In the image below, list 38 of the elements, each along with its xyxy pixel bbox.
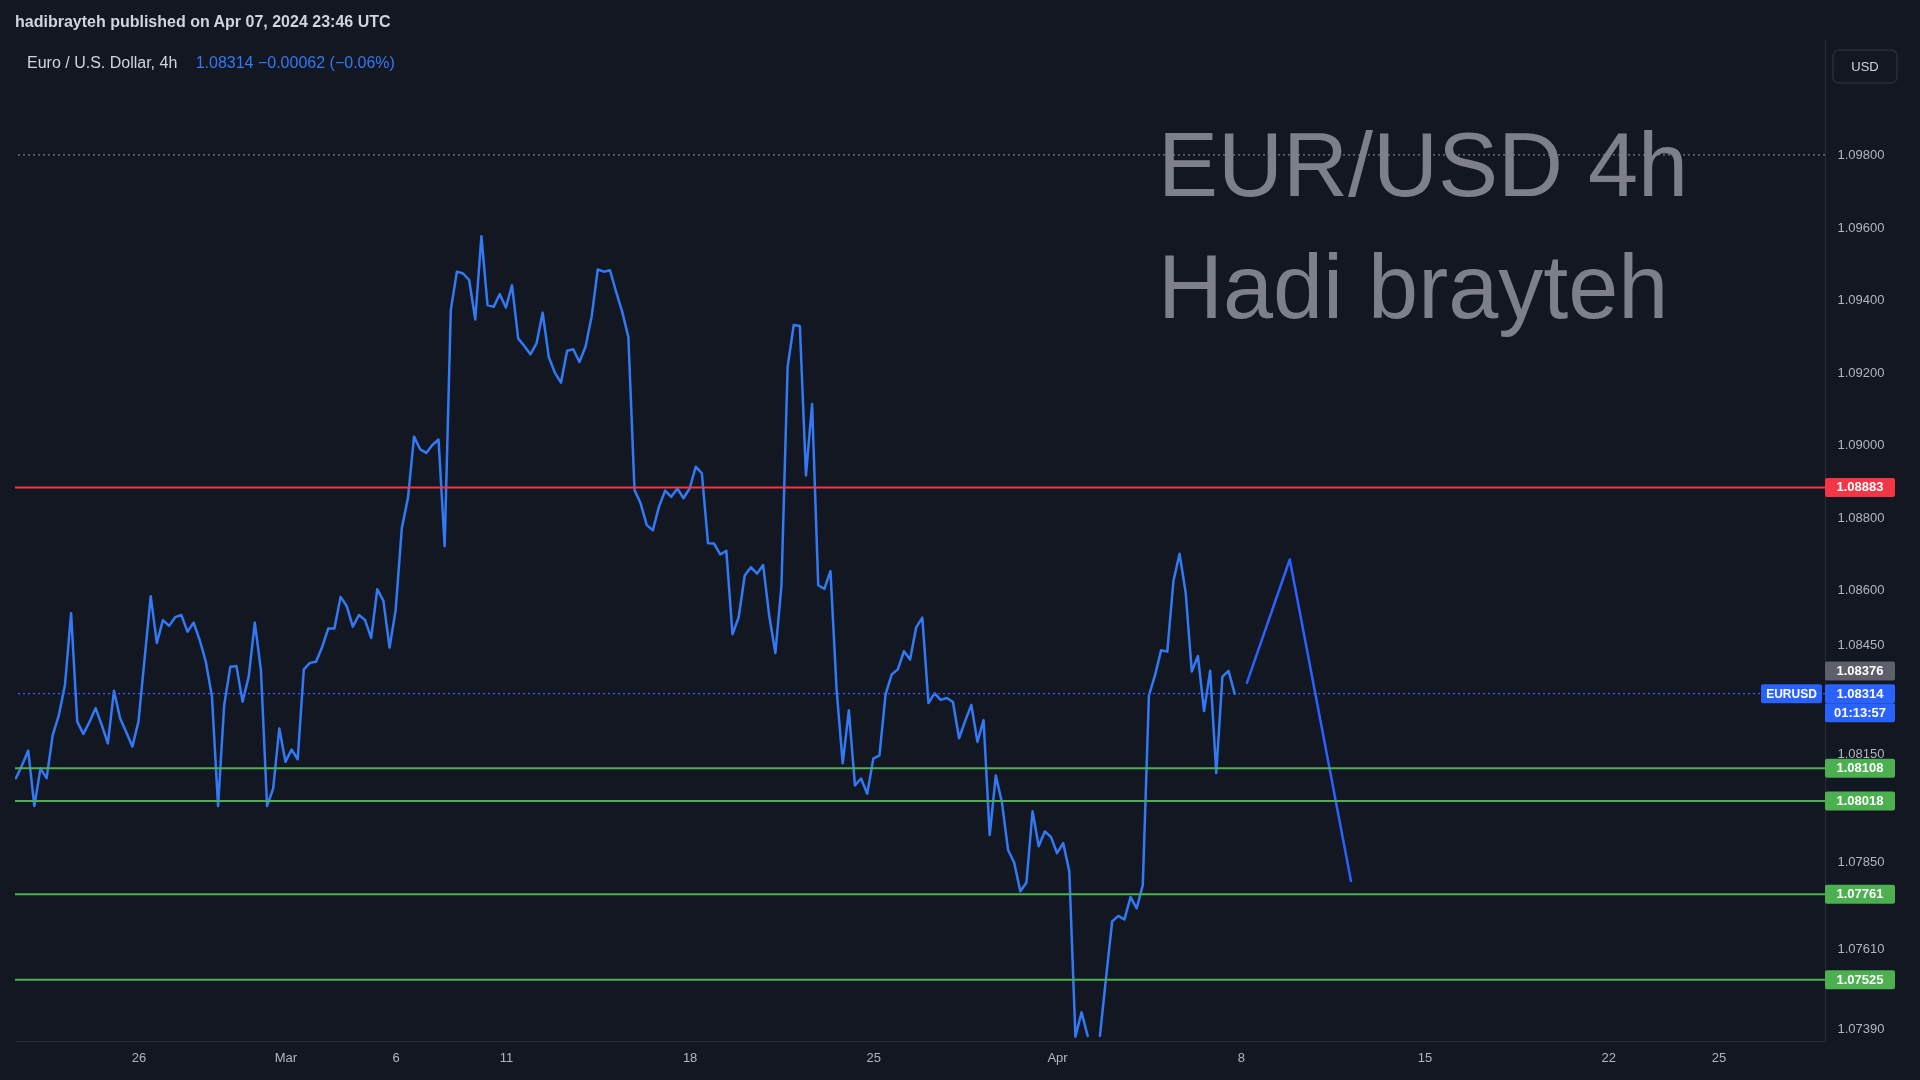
y-tick-label: 1.09600 [1837, 219, 1885, 235]
x-tick-label: 15 [1417, 1049, 1433, 1065]
text: 01:13:57 [1833, 704, 1887, 720]
y-tick-label: 1.07850 [1837, 854, 1885, 870]
x-tick-label: 8 [1237, 1049, 1245, 1065]
y-tick-label: 1.08600 [1837, 582, 1885, 598]
ref-line-label: 1.07525 [1836, 971, 1884, 987]
x-tick-label: Mar [274, 1049, 298, 1065]
x-tick-label: 22 [1601, 1049, 1616, 1065]
x-tick-label: Apr [1047, 1049, 1069, 1065]
x-tick-label: 26 [131, 1049, 147, 1065]
ref-line-label: 1.08883 [1836, 479, 1884, 495]
ref-line-label: 1.08314 [1836, 685, 1885, 701]
ref-line-label: 1.07761 [1836, 886, 1884, 902]
y-tick-label: 1.08450 [1837, 636, 1885, 652]
text: 1.08376 [1836, 663, 1884, 678]
text: Hadi brayteh [1158, 237, 1669, 337]
x-tick-label: 18 [682, 1049, 698, 1065]
y-tick-label: 1.09000 [1837, 437, 1885, 453]
x-tick-label: 6 [392, 1049, 400, 1065]
annotation: 1.08314 −0.00062 (−0.06%) [195, 54, 395, 71]
x-tick-label: 11 [499, 1049, 514, 1065]
y-tick-label: 1.09800 [1837, 147, 1885, 163]
y-tick-label: 1.08150 [1837, 745, 1885, 761]
annotation: EURUSD [1766, 686, 1818, 701]
annotation: Euro / U.S. Dollar, 4h [27, 54, 178, 71]
y-tick-label: 1.08800 [1837, 509, 1885, 525]
ref-line-label: 1.08018 [1836, 792, 1884, 808]
y-tick-label: 1.09400 [1837, 292, 1885, 308]
text: USD [1851, 59, 1879, 74]
y-tick-label: 1.09200 [1837, 364, 1885, 380]
text: EUR/USD 4h [1158, 115, 1689, 215]
x-tick-label: 25 [866, 1049, 882, 1065]
ref-line-label: 1.08108 [1836, 760, 1884, 776]
y-tick-label: 1.07390 [1837, 1021, 1885, 1037]
x-tick-label: 25 [1711, 1049, 1727, 1065]
text: hadibrayteh published on Apr 07, 2024 23:46 UTC [15, 13, 391, 30]
y-tick-label: 1.07610 [1837, 941, 1885, 957]
